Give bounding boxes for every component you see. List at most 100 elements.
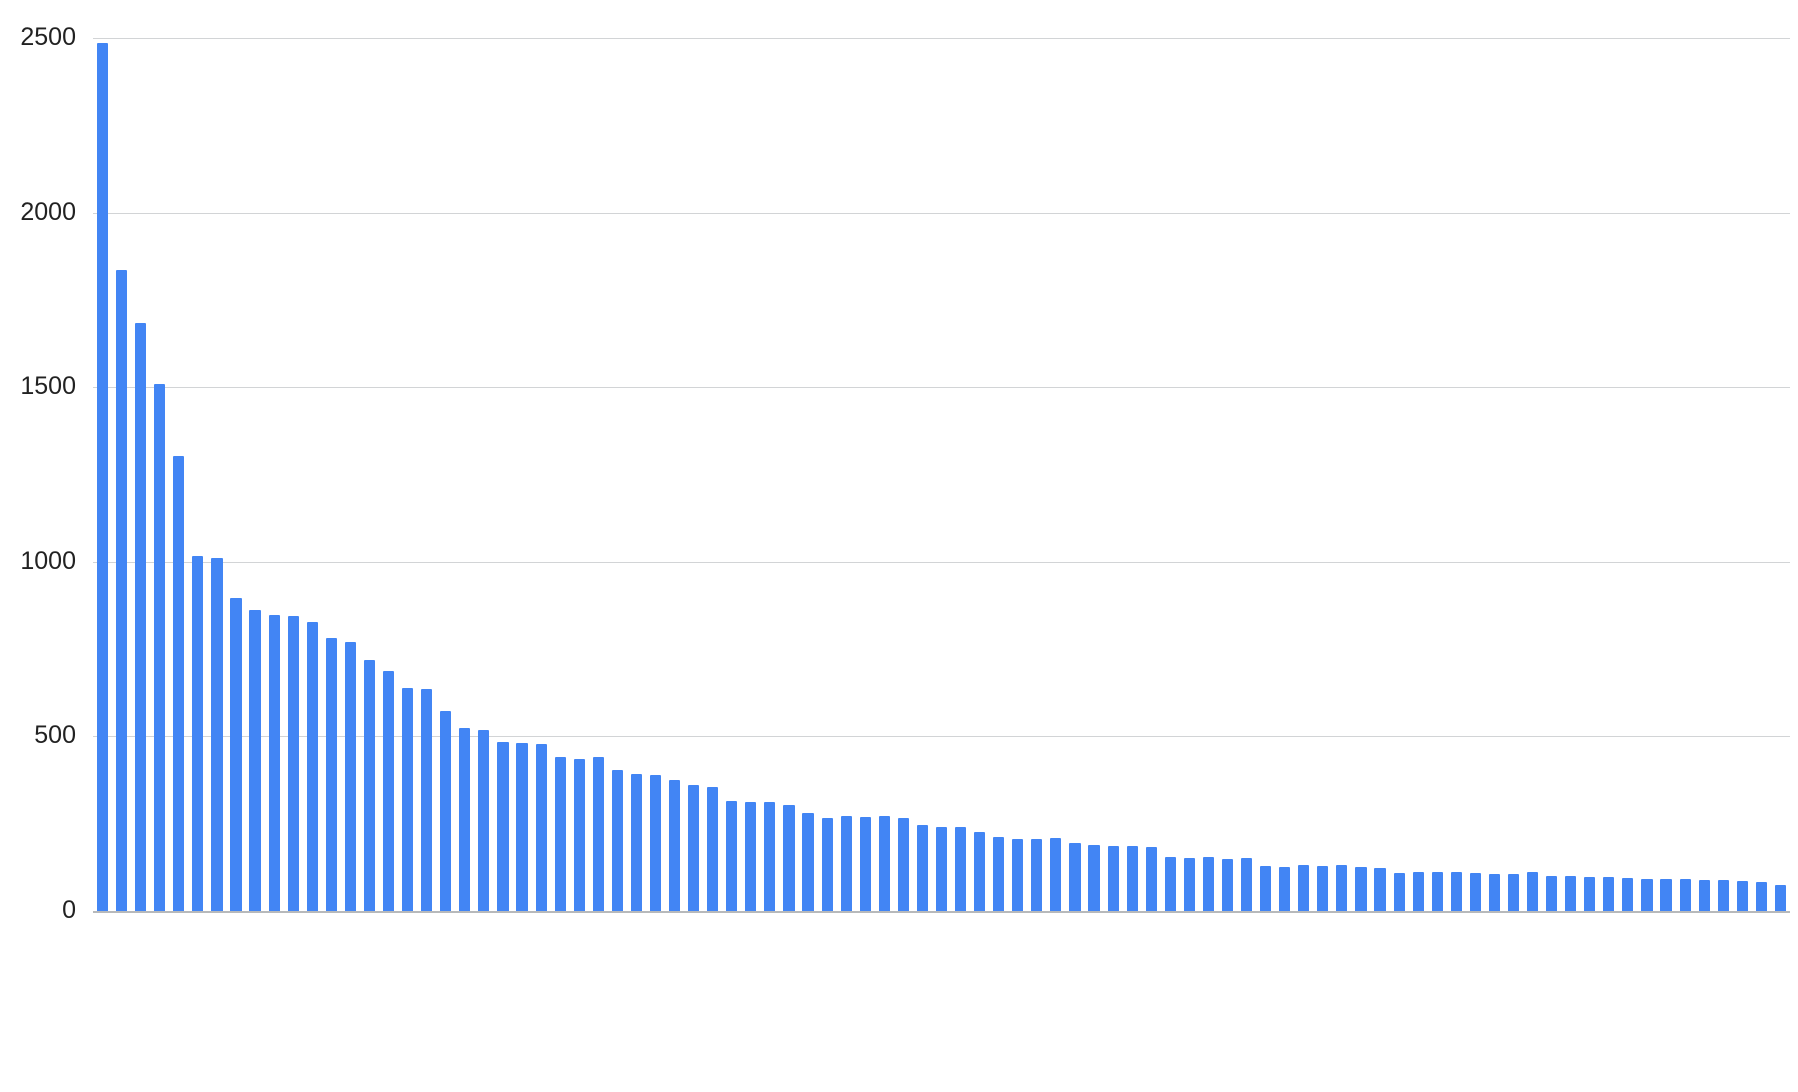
- bar[interactable]: [459, 728, 471, 911]
- bar[interactable]: [421, 689, 433, 911]
- bar[interactable]: [688, 784, 700, 911]
- bar[interactable]: [211, 557, 223, 911]
- bar[interactable]: [935, 827, 948, 911]
- bar[interactable]: [1279, 866, 1291, 911]
- bar[interactable]: [1221, 858, 1234, 911]
- bar[interactable]: [1679, 879, 1691, 911]
- bar[interactable]: [1336, 865, 1348, 911]
- bar[interactable]: [440, 710, 452, 911]
- bar[interactable]: [1317, 866, 1329, 911]
- bar[interactable]: [1450, 871, 1462, 911]
- bar[interactable]: [1641, 878, 1653, 911]
- bar[interactable]: [1107, 845, 1119, 911]
- bar[interactable]: [1202, 857, 1214, 911]
- bar[interactable]: [1355, 867, 1367, 911]
- bar[interactable]: [783, 805, 795, 911]
- bar[interactable]: [1012, 838, 1024, 911]
- bar[interactable]: [1088, 844, 1100, 911]
- bar[interactable]: [649, 775, 662, 911]
- bar[interactable]: [1527, 872, 1539, 911]
- bar[interactable]: [382, 670, 395, 911]
- bar[interactable]: [1050, 838, 1062, 911]
- bar[interactable]: [592, 757, 604, 911]
- bar[interactable]: [1488, 874, 1501, 911]
- bar[interactable]: [1393, 872, 1405, 911]
- bar[interactable]: [1145, 846, 1157, 911]
- bar[interactable]: [764, 801, 776, 911]
- bar[interactable]: [802, 812, 814, 911]
- bar[interactable]: [1717, 880, 1729, 911]
- bar[interactable]: [249, 610, 261, 911]
- bar-series: [93, 38, 1790, 911]
- bar[interactable]: [745, 802, 757, 911]
- bar[interactable]: [325, 637, 337, 911]
- bar[interactable]: [192, 555, 204, 911]
- bar[interactable]: [611, 769, 623, 911]
- bar[interactable]: [821, 817, 833, 911]
- plot-area: [93, 38, 1790, 913]
- bar[interactable]: [154, 384, 166, 911]
- bar[interactable]: [668, 779, 681, 911]
- bar[interactable]: [1565, 876, 1577, 911]
- gridline-2500: [93, 38, 1790, 39]
- bar[interactable]: [726, 800, 738, 911]
- bar[interactable]: [1546, 875, 1558, 911]
- bar[interactable]: [535, 744, 547, 911]
- bar[interactable]: [1584, 876, 1596, 911]
- bar[interactable]: [1660, 878, 1672, 911]
- bar[interactable]: [516, 743, 528, 911]
- bar[interactable]: [1164, 856, 1176, 911]
- bar[interactable]: [1603, 877, 1615, 911]
- bar[interactable]: [135, 323, 147, 911]
- bar[interactable]: [916, 824, 928, 911]
- bar[interactable]: [1183, 857, 1195, 911]
- bar[interactable]: [306, 621, 318, 911]
- gridline-2000: [93, 212, 1790, 214]
- bar[interactable]: [1126, 846, 1138, 911]
- gridline-500: [93, 736, 1790, 738]
- bar[interactable]: [363, 659, 376, 911]
- bar[interactable]: [573, 758, 585, 911]
- bar[interactable]: [993, 836, 1005, 911]
- bar[interactable]: [1260, 865, 1272, 911]
- bar[interactable]: [1507, 873, 1520, 911]
- bar[interactable]: [878, 816, 890, 911]
- gridline-1500: [93, 387, 1790, 389]
- bar[interactable]: [1774, 885, 1787, 911]
- bar[interactable]: [1069, 842, 1081, 911]
- bar[interactable]: [1698, 879, 1710, 911]
- bar[interactable]: [859, 817, 871, 911]
- bar[interactable]: [1469, 872, 1481, 911]
- bar[interactable]: [554, 757, 566, 911]
- bar[interactable]: [630, 774, 642, 911]
- bar[interactable]: [954, 826, 967, 911]
- bar[interactable]: [287, 615, 299, 911]
- bar[interactable]: [1031, 839, 1043, 911]
- bar[interactable]: [1431, 871, 1443, 911]
- bar[interactable]: [344, 641, 356, 911]
- bar[interactable]: [1374, 867, 1386, 911]
- bar[interactable]: [1622, 878, 1634, 911]
- bar[interactable]: [840, 816, 852, 911]
- bar[interactable]: [268, 614, 280, 911]
- bar[interactable]: [1241, 857, 1253, 911]
- y-tick-label-500: 500: [34, 721, 76, 750]
- y-axis-tick-labels: 0 500 1000 1500 2000 2500: [0, 0, 76, 1092]
- bar[interactable]: [707, 787, 719, 911]
- bar[interactable]: [230, 597, 242, 911]
- bar[interactable]: [116, 270, 128, 911]
- bar[interactable]: [897, 817, 909, 911]
- bar[interactable]: [96, 42, 109, 911]
- bar[interactable]: [1755, 882, 1767, 911]
- bar[interactable]: [173, 456, 185, 911]
- bar[interactable]: [974, 832, 986, 911]
- bar[interactable]: [1736, 881, 1748, 911]
- y-tick-label-2500: 2500: [20, 23, 76, 51]
- bar[interactable]: [402, 687, 414, 911]
- bar[interactable]: [497, 741, 509, 911]
- bar[interactable]: [1412, 872, 1424, 911]
- y-tick-label-1000: 1000: [20, 546, 76, 575]
- bar[interactable]: [478, 729, 490, 911]
- bar[interactable]: [1298, 864, 1310, 911]
